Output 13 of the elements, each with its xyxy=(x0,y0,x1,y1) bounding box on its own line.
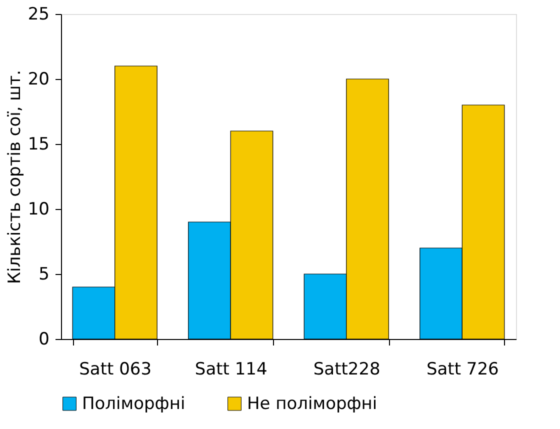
legend-label: Поліморфні xyxy=(82,394,186,414)
y-tick-label: 25 xyxy=(28,4,50,24)
y-tick-label: 20 xyxy=(28,70,50,90)
x-tick-label: Satt 114 xyxy=(194,360,268,380)
y-tick-label: 0 xyxy=(38,330,50,350)
x-tick-label: Satt228 xyxy=(313,360,380,380)
y-tick-label: 5 xyxy=(38,264,50,284)
y-axis-title: Кількість сортів сої, шт. xyxy=(4,70,25,284)
x-tick-label: Satt 726 xyxy=(426,360,499,380)
legend-label: Не поліморфні xyxy=(247,394,378,414)
x-tick-label: Satt 063 xyxy=(79,360,152,380)
y-tick-label: 10 xyxy=(28,200,50,220)
y-tick-label: 15 xyxy=(28,134,50,154)
